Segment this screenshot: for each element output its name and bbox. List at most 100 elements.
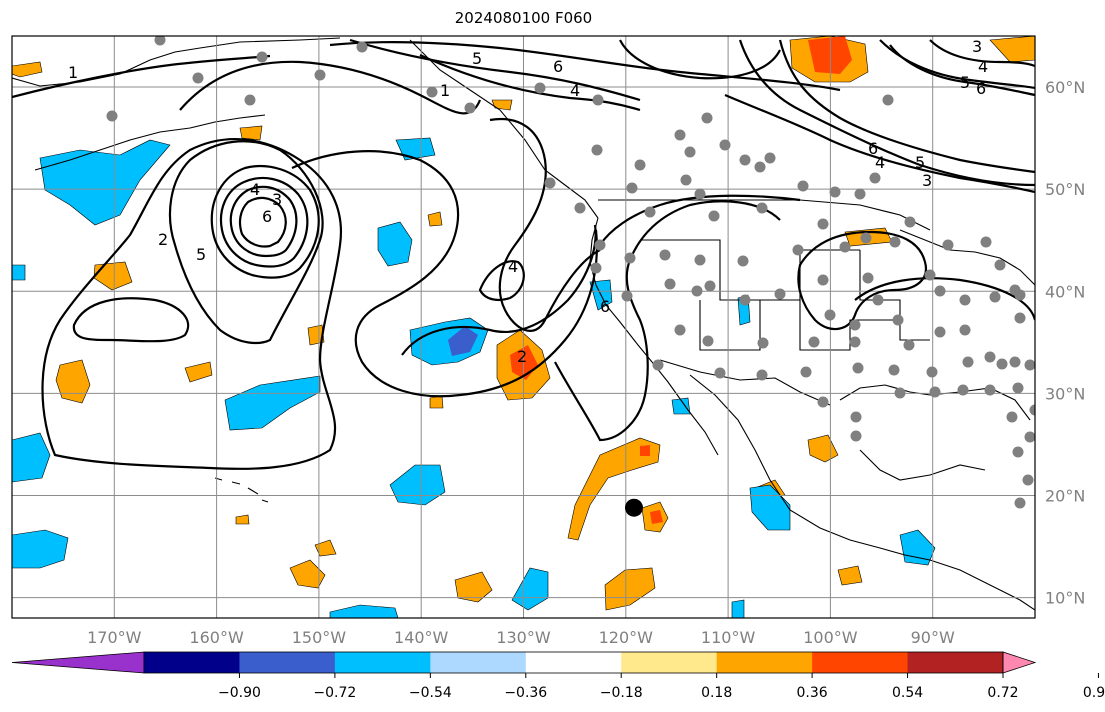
negative-patch: [377, 221, 413, 267]
colorbar-extend-max: [1002, 651, 1037, 674]
positive-patch: [429, 395, 444, 409]
contour-line: [12, 54, 271, 99]
station-marker: [674, 324, 686, 336]
station-marker: [154, 36, 166, 46]
contour-label: 3: [922, 171, 932, 190]
colorbar-label: −0.36: [504, 685, 547, 701]
station-marker: [624, 252, 636, 264]
aleutian-chain: [34, 114, 266, 171]
contour-label: 4: [978, 57, 988, 76]
station-marker: [850, 430, 862, 442]
state-border: [699, 300, 761, 351]
contour-label: 5: [472, 49, 482, 68]
colorbar-segment: [621, 652, 718, 673]
contour-line: [329, 41, 841, 92]
station-marker: [464, 102, 476, 114]
longitude-label: 120°W: [599, 628, 654, 647]
station-marker: [894, 387, 906, 399]
contour-line: [778, 39, 1035, 174]
contours: [12, 38, 1035, 470]
station-marker: [708, 210, 720, 222]
longitude-label: 110°W: [701, 628, 756, 647]
longitude-tick-labels: 170°W 160°W 150°W 140°W 130°W 120°W 110°W 100°W…: [87, 628, 955, 647]
station-marker: [829, 186, 841, 198]
colorbar-segment: [716, 652, 813, 673]
baja-coast: [651, 361, 719, 456]
station-marker: [860, 232, 872, 244]
positive-patch: [567, 437, 661, 541]
latitude-label: 10°N: [1045, 589, 1085, 608]
station-marker: [644, 206, 656, 218]
station-marker: [754, 161, 766, 173]
map-title: 2024080100 F060: [454, 9, 593, 27]
station-marker: [872, 294, 884, 306]
contour-line: [210, 164, 320, 279]
station-marker: [888, 364, 900, 376]
gridlines: [12, 36, 1035, 618]
contour-label: 5: [960, 73, 970, 92]
station-marker: [719, 139, 731, 151]
station-marker: [680, 174, 692, 186]
positive-patch: [837, 565, 863, 586]
station-marker: [962, 356, 974, 368]
negative-patch: [671, 397, 691, 415]
contour-line: [179, 60, 482, 115]
contour-label: 5: [196, 245, 206, 264]
station-marker: [1014, 289, 1026, 301]
negative-patch: [39, 139, 171, 226]
anomaly-shading: [12, 36, 1035, 618]
contour-line: [219, 176, 309, 268]
station-marker: [869, 172, 881, 184]
station-marker: [256, 51, 268, 63]
contour-label: 6: [600, 297, 610, 316]
station-marker: [1022, 474, 1034, 486]
station-marker: [694, 254, 706, 266]
station-markers: [106, 36, 1035, 509]
station-marker: [849, 336, 861, 348]
station-marker: [756, 202, 768, 214]
positive-patch: [454, 571, 493, 603]
colorbar-segment: [907, 652, 1004, 673]
colorbar-label: 0.72: [987, 685, 1018, 701]
state-border: [799, 300, 900, 351]
station-marker: [989, 291, 1001, 303]
latitude-label: 40°N: [1045, 282, 1085, 301]
station-marker: [594, 239, 606, 251]
colorbar-segment: [812, 652, 909, 673]
station-marker: [959, 294, 971, 306]
station-marker: [192, 72, 204, 84]
station-marker: [757, 337, 769, 349]
contour-label: 4: [570, 81, 580, 100]
station-marker: [626, 182, 638, 194]
station-marker: [957, 384, 969, 396]
longitude-label: 160°W: [189, 628, 244, 647]
station-marker: [702, 335, 714, 347]
contour-label: 6: [868, 139, 878, 158]
positive-patch: [235, 514, 250, 525]
colorbar-frame: [143, 651, 1004, 674]
negative-patch: [749, 484, 791, 531]
station-marker: [544, 177, 556, 189]
station-marker: [994, 259, 1006, 271]
latitude-tick-labels: 60°N 50°N 40°N 30°N 20°N 10°N: [1045, 78, 1085, 608]
contour-label: 6: [553, 57, 563, 76]
us-west-coast: [589, 217, 653, 363]
station-marker: [664, 278, 676, 290]
colorbar-extend-min: [11, 651, 145, 674]
colorbar-label: 0.36: [797, 685, 828, 701]
positive-patch: [640, 445, 650, 456]
mexico-coast: [689, 374, 1035, 611]
colorbar-label: 0.54: [892, 685, 923, 701]
positive-patch: [604, 567, 656, 611]
positive-patch: [989, 36, 1035, 63]
station-marker: [792, 244, 804, 256]
station-marker: [903, 339, 915, 351]
longitude-label: 100°W: [803, 628, 858, 647]
colorbar-label: −0.72: [313, 685, 356, 701]
station-marker: [882, 94, 894, 106]
contour-line: [238, 196, 287, 248]
station-marker: [739, 154, 751, 166]
storm-center-marker: [624, 498, 643, 517]
contour-label: 3: [972, 37, 982, 56]
